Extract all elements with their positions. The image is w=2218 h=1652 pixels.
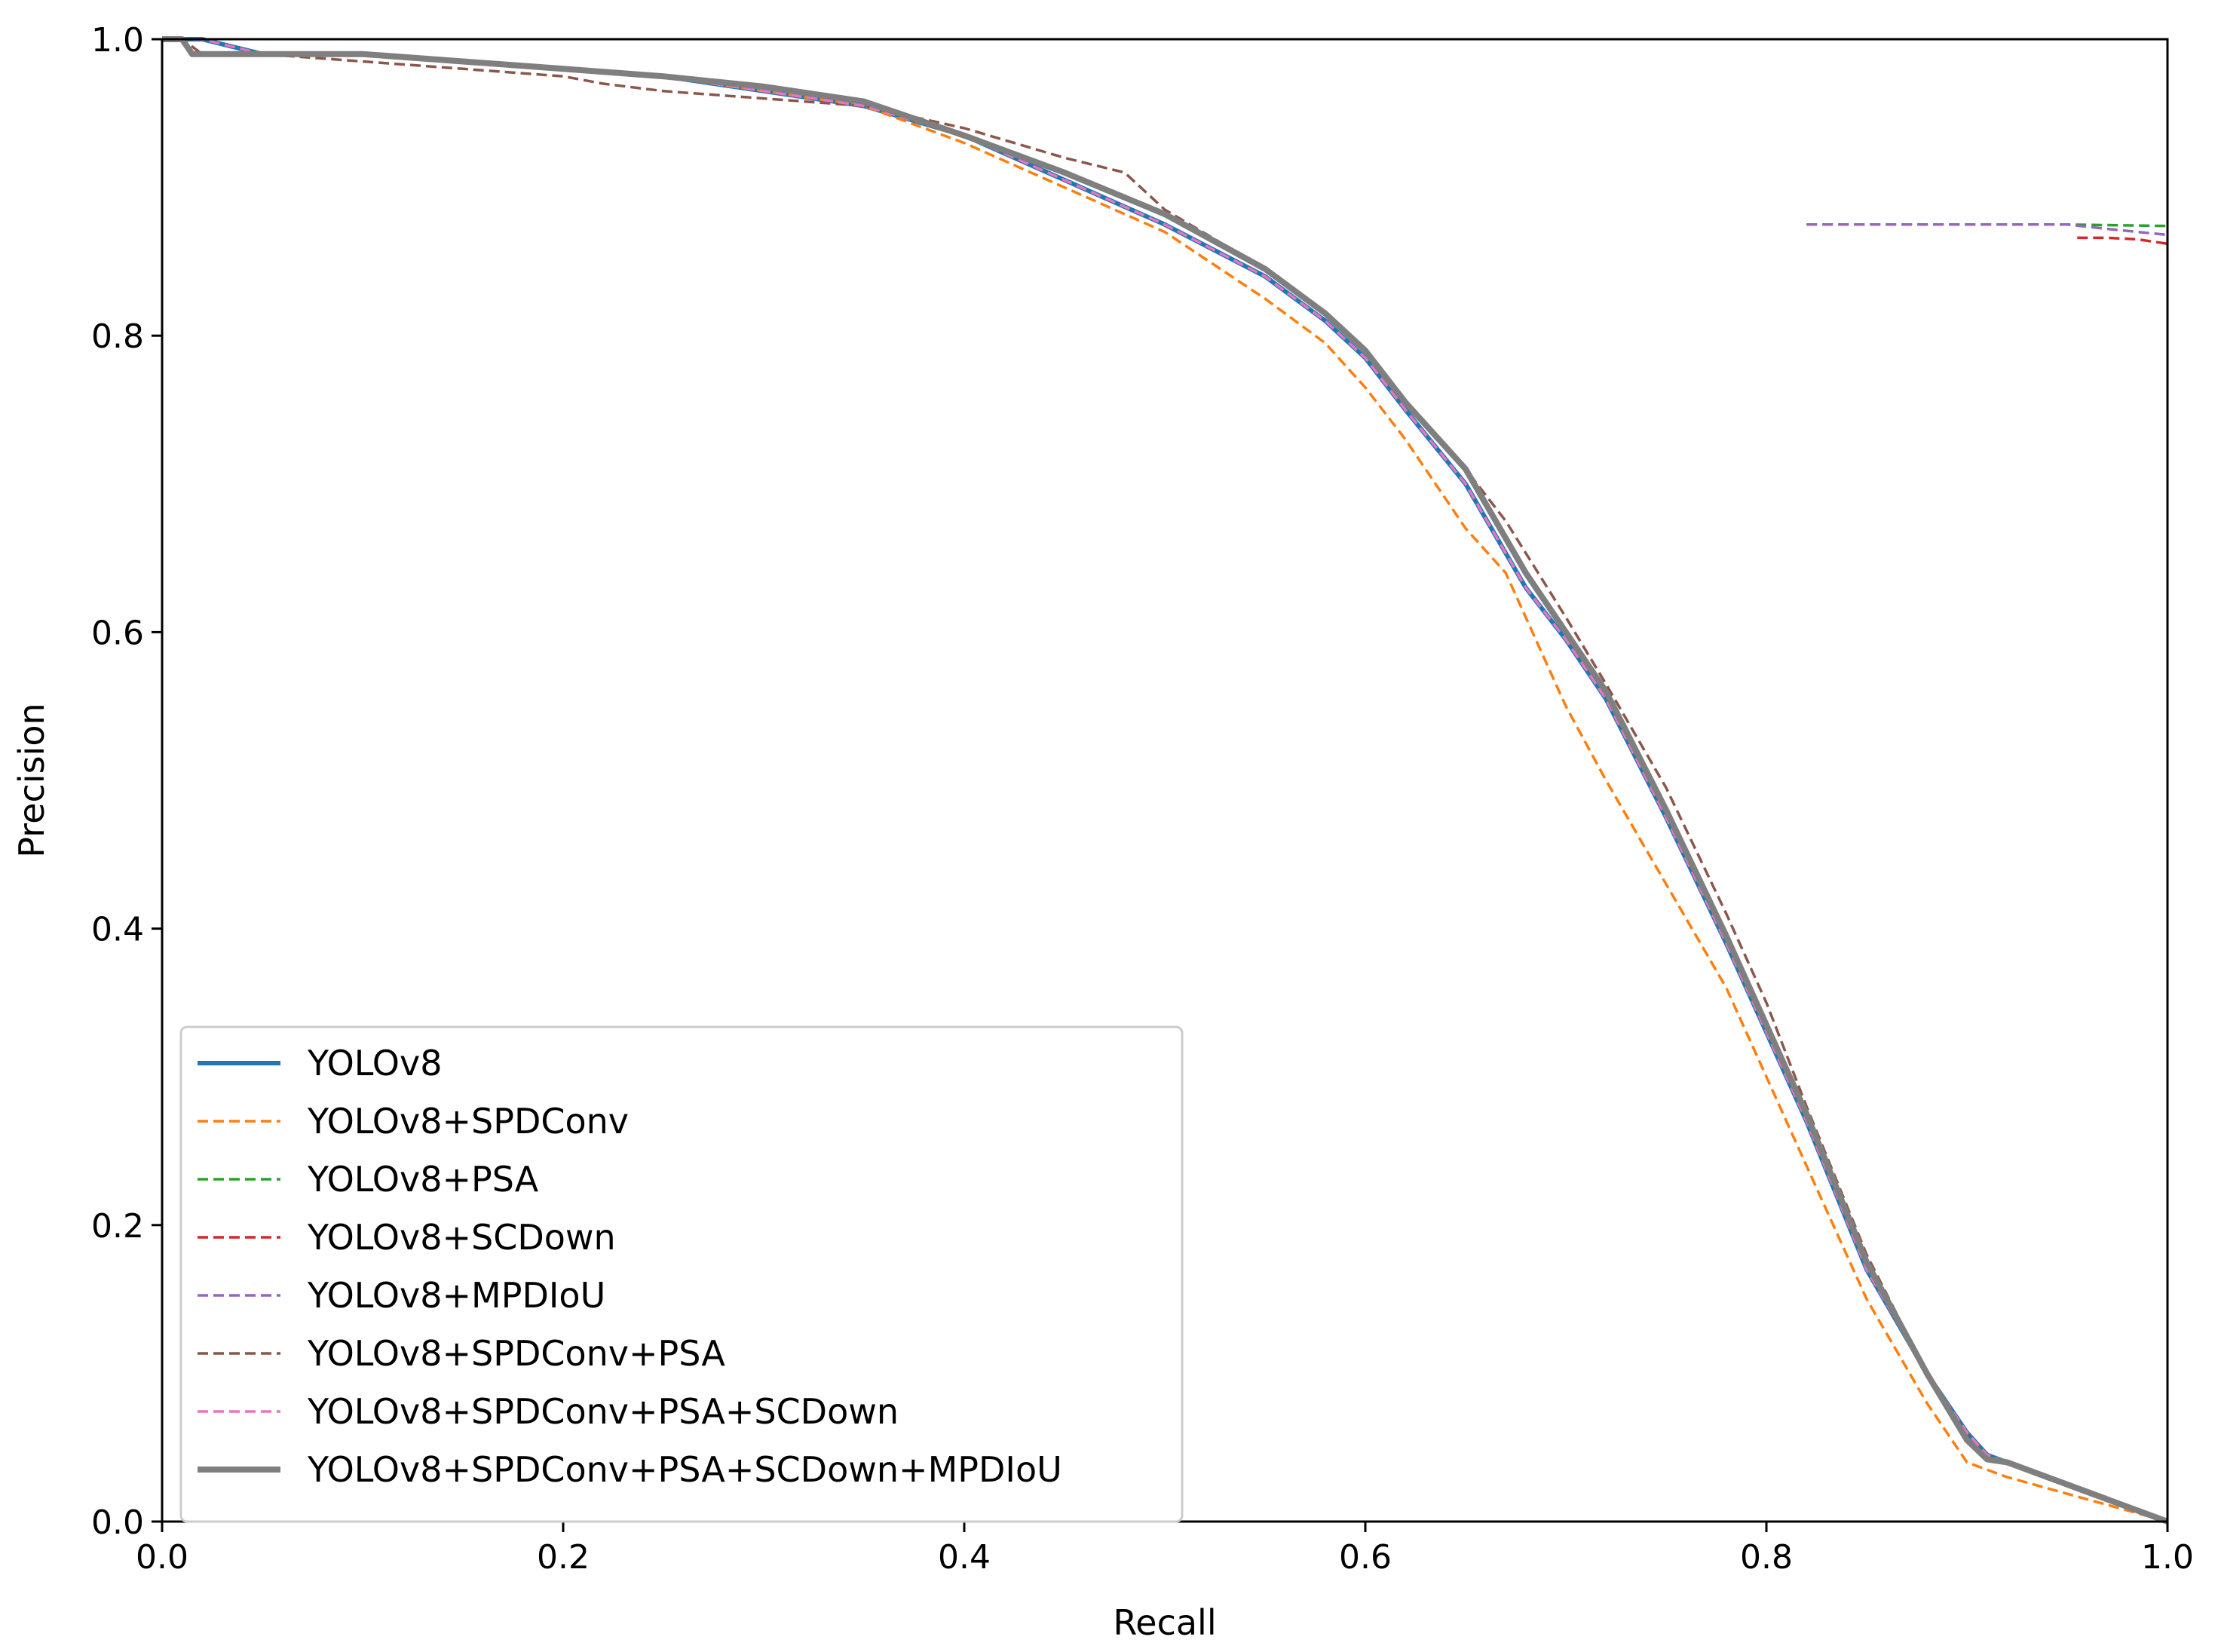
series-line-4 xyxy=(1806,223,2168,237)
x-axis-label: Recall xyxy=(1113,1602,1216,1643)
legend-label: YOLOv8+PSA xyxy=(307,1159,539,1200)
y-tick-label: 0.2 xyxy=(91,1207,144,1246)
y-tick-label: 0.0 xyxy=(91,1503,144,1542)
y-tick-label: 1.0 xyxy=(91,21,144,60)
x-tick-label: 1.0 xyxy=(2141,1538,2194,1577)
x-axis-ticks: 0.0 0.2 0.4 0.6 0.8 1.0 xyxy=(136,1522,2194,1577)
x-tick-label: 0.0 xyxy=(136,1538,188,1577)
series-layer xyxy=(162,36,2169,1525)
legend-box xyxy=(179,1025,1184,1523)
x-tick-label: 0.4 xyxy=(938,1538,991,1577)
legend-label: YOLOv8 xyxy=(307,1043,442,1083)
legend-label: YOLOv8+SPDConv xyxy=(307,1101,629,1142)
x-tick-label: 0.2 xyxy=(537,1538,590,1577)
x-tick-label: 0.8 xyxy=(1740,1538,1793,1577)
legend-label: YOLOv8+MPDIoU xyxy=(307,1275,605,1316)
y-tick-label: 0.8 xyxy=(91,317,144,356)
legend-label: YOLOv8+SPDConv+PSA+SCDown+MPDIoU xyxy=(307,1449,1062,1490)
y-axis-ticks: 0.0 0.2 0.4 0.6 0.8 1.0 xyxy=(91,21,162,1542)
series-line-7 xyxy=(162,36,2169,1525)
y-axis-label: Precision xyxy=(11,703,52,857)
legend-label: YOLOv8+SCDown xyxy=(307,1217,616,1258)
x-tick-label: 0.6 xyxy=(1339,1538,1392,1577)
series-line-3 xyxy=(2077,236,2168,246)
legend-label: YOLOv8+SPDConv+PSA+SCDown xyxy=(307,1391,899,1432)
legend-label: YOLOv8+SPDConv+PSA xyxy=(307,1333,725,1374)
legend: YOLOv8 YOLOv8+SPDConv YOLOv8+PSA YOLOv8+SCD… xyxy=(179,1025,1184,1523)
y-tick-label: 0.6 xyxy=(91,614,144,652)
y-tick-label: 0.4 xyxy=(91,911,144,949)
